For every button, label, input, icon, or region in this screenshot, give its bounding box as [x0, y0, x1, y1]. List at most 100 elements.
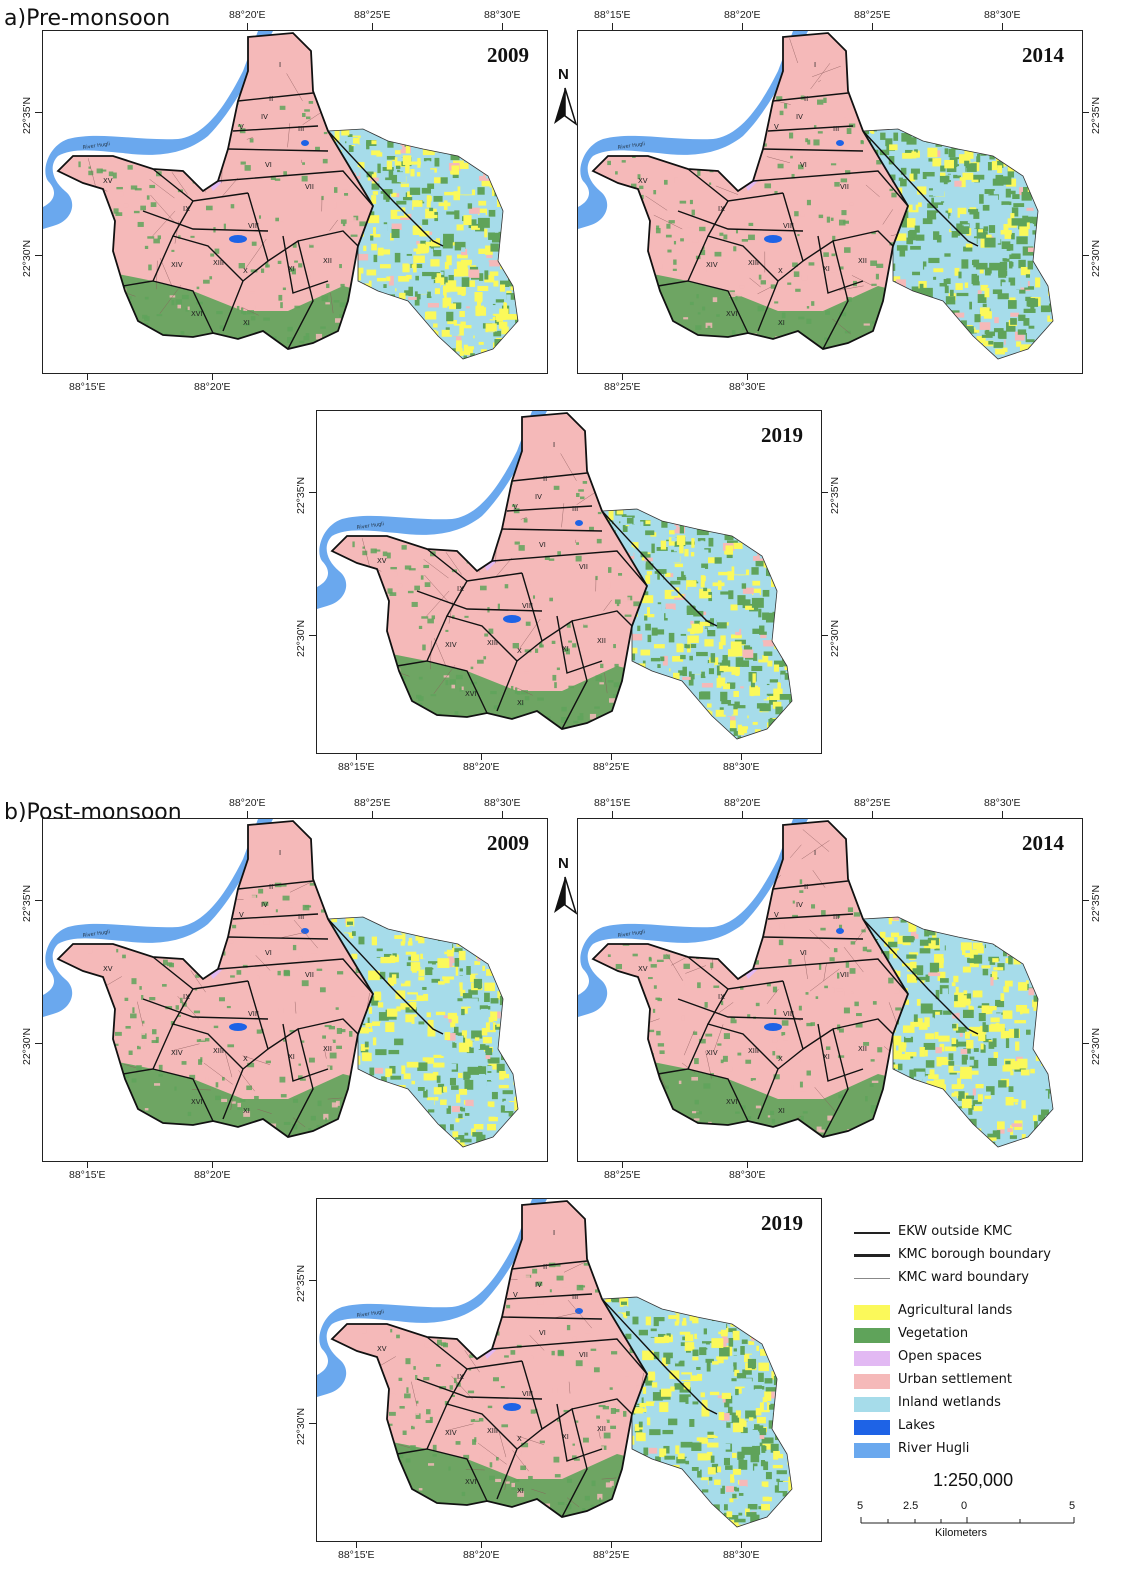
panel-year-label: 2009 [487, 43, 529, 67]
ekw-landcover-patch [390, 209, 401, 220]
vegetation-patch [615, 963, 623, 970]
ekw-landcover-patch [629, 676, 640, 686]
ekw-landcover-patch [408, 296, 417, 300]
ekw-landcover-patch [761, 742, 770, 747]
ekw-landcover-patch [980, 284, 989, 293]
vegetation-patch [573, 720, 579, 724]
ekw-landcover-patch [377, 1097, 382, 1107]
vegetation-patch [155, 1036, 159, 1043]
vegetation-patch [108, 171, 114, 177]
vegetation-patch [605, 953, 609, 959]
ekw-landcover-patch [432, 981, 437, 992]
ekw-landcover-patch [358, 1124, 369, 1132]
ekw-landcover-patch [950, 1126, 955, 1135]
ekw-landcover-patch [497, 180, 510, 190]
ekw-landcover-patch [522, 150, 526, 159]
ekw-landcover-patch [421, 187, 431, 194]
ekw-landcover-patch [1026, 331, 1036, 340]
ekw-landcover-patch [403, 1073, 411, 1080]
vegetation-patch [755, 965, 762, 969]
ekw-landcover-patch [498, 321, 508, 329]
ekw-landcover-patch [354, 309, 365, 316]
vegetation-patch [652, 1008, 656, 1013]
ekw-landcover-patch [733, 743, 743, 750]
vegetation-patch [774, 190, 778, 194]
vegetation-patch [154, 1083, 161, 1086]
ekw-landcover-patch [915, 321, 923, 330]
ekw-landcover-patch [377, 1002, 384, 1008]
ekw-landcover-patch [999, 330, 1007, 339]
vegetation-patch [649, 346, 652, 349]
vegetation-patch [397, 583, 403, 588]
borough-boundary [802, 239, 849, 349]
vegetation-patch [328, 1026, 336, 1030]
vegetation-patch [221, 1098, 228, 1103]
vegetation-patch [681, 1015, 685, 1021]
ekw-landcover-patch [992, 237, 1000, 244]
ekw-landcover-patch [1041, 336, 1047, 346]
ekw-landcover-patch [907, 974, 918, 983]
vegetation-patch [298, 1075, 303, 1080]
borough-label: XII [323, 257, 332, 265]
ekw-landcover-patch [695, 714, 700, 719]
vegetation-patch [473, 546, 479, 550]
ekw-landcover-patch [433, 249, 442, 257]
ekw-landcover-patch [718, 716, 731, 724]
ekw-landcover-patch [985, 216, 997, 221]
ekw-landcover-patch [1039, 244, 1051, 252]
vegetation-patch [214, 248, 220, 254]
ekw-landcover-patch [793, 736, 805, 743]
ekw-landcover-patch [394, 150, 401, 155]
vegetation-patch [144, 296, 149, 300]
ekw-landcover-patch [948, 148, 956, 158]
ekw-landcover-patch [915, 131, 924, 135]
ekw-landcover-patch [516, 322, 518, 326]
ekw-landcover-patch [665, 603, 676, 610]
vegetation-patch [870, 106, 876, 110]
ekw-landcover-patch [440, 1028, 448, 1038]
ekw-landcover-patch [362, 1045, 370, 1050]
vegetation-patch [337, 971, 344, 975]
vegetation-patch [673, 259, 677, 265]
ekw-landcover-patch [472, 1132, 483, 1137]
ekw-landcover-patch [1009, 996, 1015, 1004]
ekw-landcover-patch [1005, 1060, 1011, 1065]
vegetation-patch [796, 253, 801, 258]
vegetation-patch [733, 246, 737, 252]
ekw-landcover-patch [625, 707, 631, 712]
ekw-landcover-patch [924, 1094, 933, 1099]
ekw-landcover-patch [382, 1106, 394, 1111]
ekw-landcover-patch [698, 691, 711, 700]
vegetation-patch [401, 545, 407, 550]
vegetation-patch [204, 292, 209, 295]
vegetation-patch [686, 227, 693, 231]
ekw-landcover-patch [444, 1032, 451, 1041]
ekw-landcover-patch [411, 264, 416, 269]
ekw-landcover-patch [696, 528, 709, 536]
ekw-landcover-patch [1037, 238, 1047, 243]
ekw-landcover-patch [893, 132, 899, 141]
ekw-landcover-patch [703, 587, 708, 592]
ekw-landcover-patch [911, 286, 923, 296]
ekw-landcover-patch [372, 1098, 384, 1105]
vegetation-patch [726, 1066, 733, 1072]
vegetation-patch [766, 983, 771, 987]
ekw-landcover-patch [889, 180, 901, 185]
ekw-landcover-patch [474, 1037, 480, 1041]
vegetation-patch [350, 296, 355, 301]
vegetation-patch [170, 1028, 175, 1033]
ekw-landcover-patch [429, 207, 434, 212]
vegetation-patch [739, 342, 744, 349]
ekw-landcover-patch [450, 256, 459, 262]
vegetation-patch [316, 968, 323, 971]
ekw-landcover-patch [472, 285, 480, 293]
ekw-landcover-patch [343, 1129, 352, 1139]
ekw-landcover-patch [411, 1077, 421, 1085]
vegetation-patch [115, 907, 119, 913]
ekw-landcover-patch [477, 285, 489, 292]
vegetation-patch [771, 1118, 776, 1124]
ekw-landcover-patch [922, 1154, 934, 1158]
ekw-landcover-patch [514, 1044, 518, 1053]
ekw-landcover-patch [691, 666, 702, 674]
ekw-landcover-patch [724, 636, 733, 642]
